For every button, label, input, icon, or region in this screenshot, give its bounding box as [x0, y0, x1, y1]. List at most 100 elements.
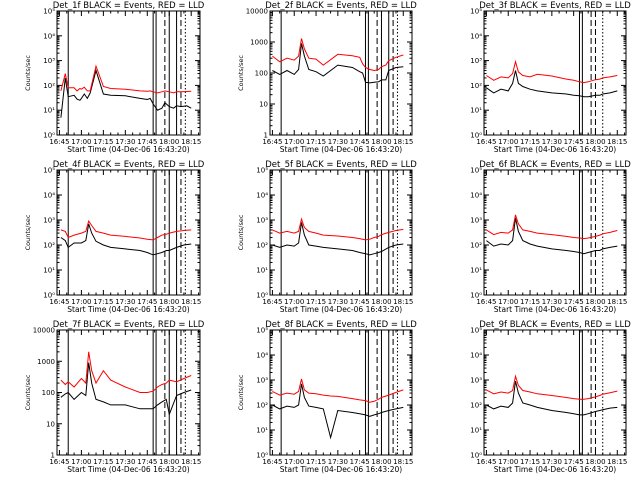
- x-tick-label: 17:45: [137, 138, 157, 146]
- x-tick-label: 17:15: [93, 298, 113, 306]
- panel-title: Det_5f BLACK = Events, RED = LLD: [265, 160, 417, 170]
- y-tick-label: 100: [42, 389, 55, 397]
- y-tick-label: 10²: [43, 82, 55, 90]
- y-tick-label: 10⁴: [43, 32, 55, 40]
- x-tick-label: 16:45: [476, 138, 496, 146]
- y-tick-label: 10⁰: [470, 452, 482, 460]
- y-tick-label: 10⁴: [256, 192, 268, 200]
- y-tick-label: 10⁰: [256, 292, 268, 300]
- y-tick-label: 10⁰: [256, 452, 268, 460]
- x-tick-label: 16:45: [262, 458, 282, 466]
- x-tick-label: 18:15: [181, 138, 201, 146]
- panel-title: Det_3f BLACK = Events, RED = LLD: [479, 1, 631, 11]
- series-events-line: [272, 222, 404, 256]
- y-tick-label: 10¹: [470, 267, 482, 275]
- panel-title: Det_1f BLACK = Events, RED = LLD: [53, 1, 205, 11]
- x-tick-label: 17:45: [564, 458, 584, 466]
- y-tick-label: 10³: [470, 377, 482, 385]
- x-tick-label: 17:45: [350, 138, 370, 146]
- panel-det-7: Det_7f BLACK = Events, RED = LLD 1 10 100 10…: [24, 320, 205, 474]
- y-tick-label: 10³: [43, 217, 55, 225]
- x-tick-label: 17:30: [542, 298, 562, 306]
- x-tick-label: 17:15: [520, 458, 540, 466]
- x-tick-label: 17:15: [93, 138, 113, 146]
- x-tick-label: 17:30: [542, 138, 562, 146]
- series-lld-line: [272, 378, 404, 403]
- x-tick-label: 18:15: [393, 138, 413, 146]
- y-axis-title: Counts/sec: [24, 214, 32, 250]
- x-tick-label: 18:15: [607, 138, 627, 146]
- y-tick-label: 10¹: [43, 107, 55, 115]
- y-tick-label: 10³: [470, 57, 482, 65]
- y-tick-label: 1000: [250, 39, 268, 47]
- x-tick-label: 18:15: [607, 458, 627, 466]
- plot-frame: [269, 10, 413, 136]
- x-tick-label: 17:00: [284, 298, 304, 306]
- plot-frame: [483, 329, 627, 456]
- x-tick-label: 17:00: [498, 458, 518, 466]
- y-tick-label: 10¹: [470, 107, 482, 115]
- x-tick-label: 18:00: [159, 298, 179, 306]
- x-tick-label: 17:45: [350, 458, 370, 466]
- x-tick-label: 17:30: [115, 138, 135, 146]
- panel-title: Det_6f BLACK = Events, RED = LLD: [479, 160, 631, 170]
- y-tick-label: 10⁰: [470, 132, 482, 140]
- x-tick-label: 17:30: [115, 458, 135, 466]
- x-tick-label: 17:45: [350, 298, 370, 306]
- x-tick-label: 17:00: [284, 138, 304, 146]
- x-axis-title: Start Time (04-Dec-06 16:43:20): [67, 465, 189, 474]
- x-tick-label: 18:15: [607, 298, 627, 306]
- y-tick-label: 10: [259, 101, 268, 109]
- x-tick-label: 16:45: [262, 138, 282, 146]
- y-tick-label: 10⁵: [470, 327, 482, 335]
- panel-det-9: Det_9f BLACK = Events, RED = LLD 10⁰ 10¹ 10…: [470, 320, 631, 474]
- series-events-line: [60, 362, 192, 417]
- y-tick-label: 10¹: [43, 267, 55, 275]
- panel-det-8: Det_8f BLACK = Events, RED = LLD 10⁰ 10¹ 10…: [237, 320, 417, 474]
- y-tick-label: 10¹: [256, 427, 268, 435]
- x-tick-label: 17:30: [542, 458, 562, 466]
- plot-frame: [56, 10, 201, 136]
- series-lld-line: [486, 374, 618, 400]
- x-tick-label: 16:45: [262, 298, 282, 306]
- x-tick-label: 17:00: [498, 138, 518, 146]
- y-tick-label: 10²: [470, 82, 482, 90]
- x-tick-label: 18:15: [393, 298, 413, 306]
- series-events-line: [60, 223, 192, 256]
- x-tick-label: 16:45: [476, 458, 496, 466]
- plot-frame: [56, 169, 201, 296]
- x-tick-label: 17:00: [71, 458, 91, 466]
- x-tick-label: 17:15: [306, 298, 326, 306]
- y-tick-label: 10⁰: [43, 132, 55, 140]
- series-events-line: [60, 68, 192, 118]
- panel-det-4: Det_4f BLACK = Events, RED = LLD 10⁰ 10¹ 10…: [24, 160, 205, 314]
- y-tick-label: 10⁵: [470, 167, 482, 175]
- y-tick-label: 10⁵: [256, 167, 268, 175]
- y-tick-label: 10⁴: [256, 352, 268, 360]
- y-axis-title: Counts/sec: [237, 55, 245, 91]
- series-events-line: [486, 70, 618, 98]
- y-tick-label: 10: [46, 420, 55, 428]
- x-tick-label: 17:00: [284, 458, 304, 466]
- panel-title: Det_2f BLACK = Events, RED = LLD: [265, 1, 417, 11]
- x-axis-title: Start Time (04-Dec-06 16:43:20): [280, 305, 402, 314]
- x-tick-label: 17:45: [564, 138, 584, 146]
- y-tick-label: 10²: [470, 402, 482, 410]
- y-tick-label: 10⁴: [470, 192, 482, 200]
- x-axis-title: Start Time (04-Dec-06 16:43:20): [494, 305, 616, 314]
- x-axis-title: Start Time (04-Dec-06 16:43:20): [280, 465, 402, 474]
- x-tick-label: 18:15: [181, 458, 201, 466]
- plot-frame: [269, 329, 413, 456]
- y-tick-label: 1000: [37, 358, 55, 366]
- x-tick-label: 17:30: [328, 138, 348, 146]
- y-axis-title: Counts/sec: [237, 374, 245, 410]
- x-axis-title: Start Time (04-Dec-06 16:43:20): [67, 145, 189, 154]
- x-axis-title: Start Time (04-Dec-06 16:43:20): [494, 145, 616, 154]
- y-tick-label: 10³: [43, 57, 55, 65]
- panel-det-5: Det_5f BLACK = Events, RED = LLD 10⁰ 10¹ 10…: [237, 160, 417, 314]
- x-axis-title: Start Time (04-Dec-06 16:43:20): [280, 145, 402, 154]
- plot-frame: [483, 169, 627, 296]
- x-tick-label: 18:00: [159, 138, 179, 146]
- plot-frame: [56, 329, 201, 456]
